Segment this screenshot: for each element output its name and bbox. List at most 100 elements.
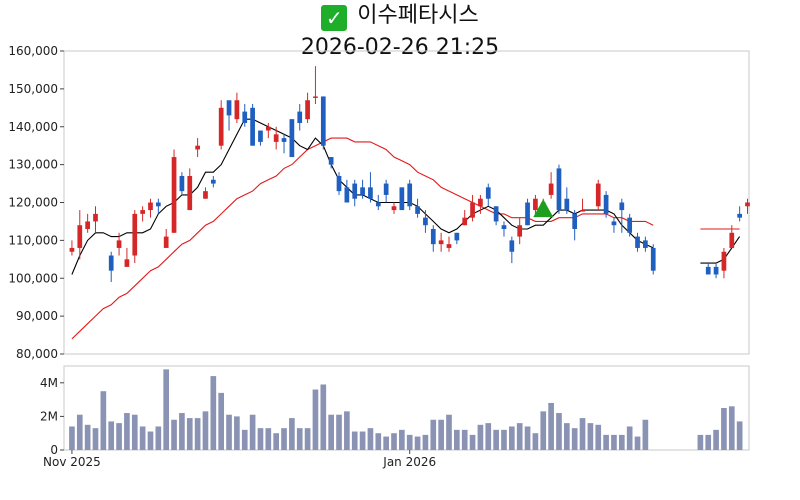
volume-bar — [210, 376, 217, 450]
volume-bar — [124, 413, 130, 450]
candle-body — [580, 210, 585, 212]
volume-bar — [642, 419, 649, 450]
volume-bar — [155, 426, 162, 450]
candle-body — [140, 210, 145, 214]
volume-bar — [548, 402, 554, 450]
candle-body — [745, 202, 750, 207]
candle-body — [643, 240, 648, 248]
volume-bar — [131, 414, 138, 450]
buy-signal-marker — [533, 199, 554, 218]
volume-bar — [320, 384, 327, 450]
candle-body — [273, 134, 279, 142]
volume-bar — [509, 426, 515, 450]
candle-body — [454, 232, 460, 241]
candle-body — [635, 236, 640, 248]
volume-bar — [414, 436, 421, 450]
candle-body — [564, 198, 570, 211]
stock-name: 이수페타시스 — [357, 3, 479, 28]
volume-bar — [469, 434, 476, 450]
volume-bar — [234, 416, 240, 450]
candle-body — [320, 96, 326, 146]
volume-bar — [265, 428, 272, 450]
volume-bar — [697, 434, 704, 450]
volume-bar — [634, 436, 641, 450]
volume-bar — [493, 429, 499, 450]
volume-bar — [477, 424, 484, 450]
candle-body — [179, 175, 185, 192]
volume-bar — [336, 414, 342, 450]
candle-body — [203, 191, 208, 199]
candle-body — [218, 107, 224, 146]
candle-body — [352, 183, 358, 199]
candle-body — [383, 183, 389, 195]
candle-body — [258, 130, 263, 142]
x-tick-label: Jan 2026 — [382, 455, 436, 469]
volume-bar — [713, 429, 719, 450]
chart-datetime: 2026-02-26 21:25 — [300, 35, 500, 60]
candle-body — [328, 157, 334, 165]
volume-bar — [179, 413, 185, 450]
candle-body — [171, 157, 177, 233]
candle-body — [250, 107, 255, 146]
volume-bar — [359, 431, 366, 450]
candle-body — [155, 202, 161, 207]
candle-body — [375, 202, 381, 207]
candle-body — [509, 240, 515, 252]
candle-body — [399, 187, 405, 211]
volume-bar — [532, 433, 539, 450]
x-tick-label: Nov 2025 — [43, 455, 101, 469]
price-tick-label: 90,000 — [16, 309, 58, 323]
candle-body — [242, 111, 248, 123]
candle-body — [619, 202, 625, 211]
volume-bar — [163, 369, 170, 450]
volume-bar — [579, 418, 586, 450]
candle-body — [446, 244, 452, 248]
volume-bar — [399, 429, 405, 450]
volume-tick-label: 2M — [40, 409, 58, 423]
volume-bar — [422, 434, 429, 450]
volume-bar — [296, 428, 303, 450]
volume-bar — [540, 411, 547, 450]
volume-bar — [139, 426, 146, 450]
volume-bar — [312, 389, 319, 450]
volume-bar — [273, 433, 279, 450]
volume-bar — [728, 406, 735, 450]
price-tick-label: 150,000 — [8, 82, 58, 96]
volume-bar — [108, 421, 115, 450]
volume-tick-label: 4M — [40, 376, 58, 390]
volume-bar — [367, 428, 374, 450]
candle-body — [195, 145, 200, 150]
volume-bar — [446, 414, 452, 450]
candle-body — [713, 266, 719, 275]
candle-body — [423, 217, 428, 226]
volume-bar — [92, 428, 99, 450]
volume-bar — [344, 411, 350, 450]
ma-long-line — [71, 137, 740, 340]
candle-body — [344, 187, 350, 203]
candle-body — [470, 202, 475, 218]
volume-bar — [430, 419, 437, 450]
candle-body — [234, 100, 240, 120]
volume-bar — [736, 421, 743, 450]
candle-body — [407, 183, 413, 207]
volume-bar — [406, 434, 413, 450]
price-tick-label: 80,000 — [16, 347, 58, 361]
volume-bar — [76, 414, 83, 450]
candle-body — [187, 175, 193, 211]
volume-bar — [100, 391, 107, 450]
volume-bar — [485, 423, 492, 450]
volume-bar — [281, 428, 287, 450]
volume-bar — [186, 418, 193, 450]
volume-bar — [705, 434, 712, 450]
volume-bar — [328, 414, 334, 450]
volume-bar — [391, 433, 397, 450]
candle-body — [548, 183, 554, 195]
candle-body — [517, 225, 523, 237]
volume-bar — [226, 414, 232, 450]
candle-body — [627, 217, 633, 233]
volume-bar — [563, 423, 570, 450]
volume-bar — [454, 429, 460, 450]
price-tick-label: 160,000 — [8, 44, 58, 58]
volume-bar — [626, 426, 633, 450]
